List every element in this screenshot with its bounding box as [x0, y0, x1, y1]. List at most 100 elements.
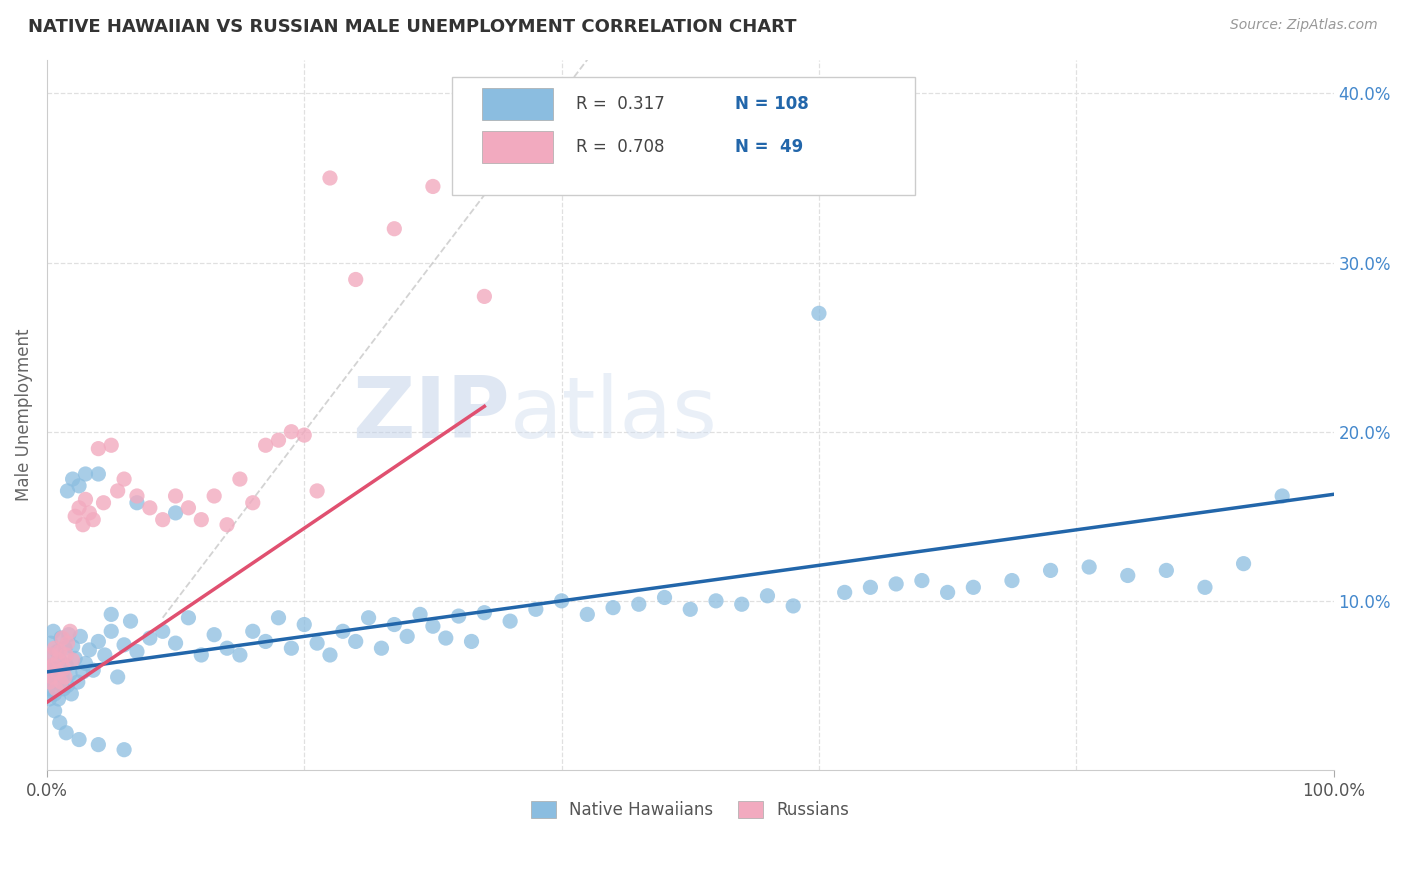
- Point: [307, 483, 329, 498]
- Point: [280, 641, 302, 656]
- Point: [72, 665, 94, 679]
- Point: [524, 602, 547, 616]
- Point: [1116, 568, 1139, 582]
- Point: [55, 658, 77, 673]
- Point: [307, 636, 329, 650]
- Point: [72, 517, 94, 532]
- Point: [576, 607, 599, 622]
- Point: [52, 681, 75, 696]
- Point: [75, 492, 97, 507]
- Point: [46, 665, 69, 679]
- Point: [75, 657, 97, 671]
- Point: [859, 580, 882, 594]
- Point: [254, 438, 277, 452]
- Point: [177, 500, 200, 515]
- FancyBboxPatch shape: [453, 78, 915, 194]
- Point: [382, 617, 405, 632]
- Point: [332, 624, 354, 639]
- Point: [756, 589, 779, 603]
- Point: [38, 675, 60, 690]
- Point: [357, 611, 380, 625]
- Point: [45, 681, 67, 696]
- Point: [52, 661, 75, 675]
- Point: [59, 624, 82, 639]
- Point: [53, 641, 76, 656]
- Point: [962, 580, 984, 594]
- Point: [66, 675, 89, 690]
- Point: [58, 628, 80, 642]
- Point: [37, 661, 59, 675]
- Text: N =  49: N = 49: [735, 137, 804, 155]
- Point: [292, 428, 315, 442]
- Point: [42, 624, 65, 639]
- Point: [550, 594, 572, 608]
- Text: Source: ZipAtlas.com: Source: ZipAtlas.com: [1230, 18, 1378, 32]
- Point: [62, 640, 84, 654]
- Point: [38, 675, 60, 690]
- Point: [87, 442, 110, 456]
- Text: NATIVE HAWAIIAN VS RUSSIAN MALE UNEMPLOYMENT CORRELATION CHART: NATIVE HAWAIIAN VS RUSSIAN MALE UNEMPLOY…: [28, 18, 797, 36]
- Point: [704, 594, 727, 608]
- Point: [242, 624, 264, 639]
- Point: [474, 606, 496, 620]
- Point: [1001, 574, 1024, 588]
- Point: [82, 663, 104, 677]
- Point: [49, 644, 72, 658]
- Point: [434, 631, 457, 645]
- Point: [39, 670, 62, 684]
- Point: [202, 628, 225, 642]
- Point: [280, 425, 302, 439]
- Point: [125, 496, 148, 510]
- Point: [911, 574, 934, 588]
- Point: [834, 585, 856, 599]
- Point: [190, 648, 212, 662]
- Text: R =  0.317: R = 0.317: [575, 95, 665, 113]
- Point: [51, 670, 73, 684]
- Point: [1271, 489, 1294, 503]
- Point: [602, 600, 624, 615]
- Y-axis label: Male Unemployment: Male Unemployment: [15, 328, 32, 501]
- Point: [422, 179, 444, 194]
- Point: [782, 599, 804, 613]
- Point: [1232, 557, 1254, 571]
- Point: [165, 506, 187, 520]
- Point: [627, 597, 650, 611]
- Point: [67, 500, 90, 515]
- Point: [56, 483, 79, 498]
- Point: [56, 678, 79, 692]
- Point: [139, 631, 162, 645]
- Point: [59, 666, 82, 681]
- Point: [63, 509, 86, 524]
- Point: [100, 438, 122, 452]
- Point: [51, 631, 73, 645]
- Point: [69, 629, 91, 643]
- Point: [254, 634, 277, 648]
- Point: [79, 506, 101, 520]
- Point: [229, 648, 252, 662]
- Bar: [482, 130, 553, 162]
- Point: [139, 500, 162, 515]
- Point: [44, 687, 66, 701]
- Point: [396, 629, 419, 643]
- Point: [112, 638, 135, 652]
- Point: [39, 636, 62, 650]
- Point: [93, 496, 115, 510]
- Point: [460, 634, 482, 648]
- Point: [319, 648, 342, 662]
- Point: [107, 483, 129, 498]
- Point: [731, 597, 754, 611]
- Legend: Native Hawaiians, Russians: Native Hawaiians, Russians: [524, 794, 856, 826]
- Text: N = 108: N = 108: [735, 95, 808, 113]
- Point: [1039, 563, 1062, 577]
- Point: [41, 661, 63, 675]
- Point: [87, 634, 110, 648]
- Point: [45, 665, 67, 679]
- Point: [44, 641, 66, 656]
- Point: [100, 624, 122, 639]
- Point: [48, 692, 70, 706]
- Point: [370, 641, 392, 656]
- Text: ZIP: ZIP: [353, 373, 510, 457]
- Point: [49, 675, 72, 690]
- Point: [55, 648, 77, 662]
- Point: [474, 289, 496, 303]
